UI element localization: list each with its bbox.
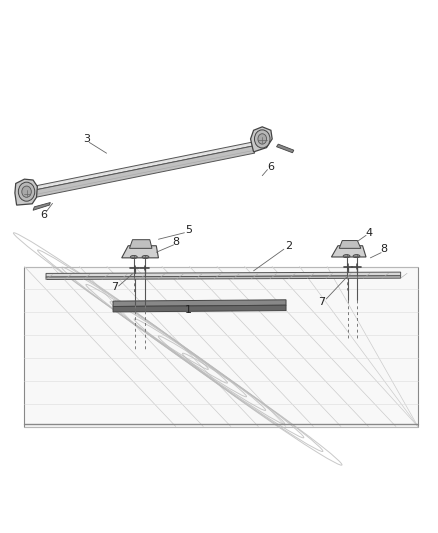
Polygon shape bbox=[46, 276, 401, 279]
Ellipse shape bbox=[142, 255, 149, 259]
Polygon shape bbox=[130, 240, 152, 248]
Polygon shape bbox=[332, 246, 366, 257]
Text: 8: 8 bbox=[172, 237, 179, 247]
Polygon shape bbox=[33, 203, 50, 211]
Polygon shape bbox=[339, 240, 361, 248]
Text: 8: 8 bbox=[381, 244, 388, 254]
Polygon shape bbox=[25, 266, 418, 426]
Ellipse shape bbox=[254, 130, 270, 148]
Text: 3: 3 bbox=[84, 134, 91, 144]
Text: 7: 7 bbox=[318, 297, 325, 307]
Ellipse shape bbox=[18, 182, 35, 201]
Text: 5: 5 bbox=[185, 225, 192, 235]
Polygon shape bbox=[251, 127, 272, 152]
Polygon shape bbox=[113, 300, 286, 306]
Text: 7: 7 bbox=[111, 282, 118, 292]
Polygon shape bbox=[276, 144, 294, 153]
Text: 1: 1 bbox=[185, 305, 192, 315]
Text: 4: 4 bbox=[366, 228, 373, 238]
Ellipse shape bbox=[22, 186, 32, 197]
Polygon shape bbox=[113, 305, 286, 312]
Ellipse shape bbox=[353, 255, 360, 257]
Text: 6: 6 bbox=[40, 211, 47, 221]
Text: 6: 6 bbox=[267, 162, 274, 172]
Polygon shape bbox=[46, 272, 401, 277]
Polygon shape bbox=[122, 246, 159, 258]
Ellipse shape bbox=[258, 134, 267, 144]
Polygon shape bbox=[28, 146, 255, 198]
Ellipse shape bbox=[131, 255, 137, 259]
Polygon shape bbox=[15, 179, 37, 205]
Text: 2: 2 bbox=[285, 241, 292, 251]
Polygon shape bbox=[28, 142, 253, 191]
Ellipse shape bbox=[343, 255, 350, 257]
